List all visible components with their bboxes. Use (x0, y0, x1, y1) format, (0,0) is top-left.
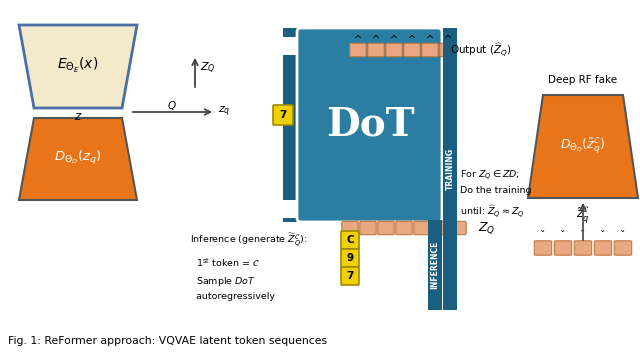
Polygon shape (528, 95, 638, 198)
Text: Deep RF fake: Deep RF fake (548, 75, 618, 85)
Text: $D_{\Theta_D}(\tilde{z}_q^{\mathcal{C}})$: $D_{\Theta_D}(\tilde{z}_q^{\mathcal{C}})… (561, 136, 605, 156)
Text: INFERENCE: INFERENCE (431, 241, 440, 289)
FancyBboxPatch shape (422, 43, 438, 57)
Text: 9: 9 (346, 253, 353, 263)
Text: ˇ: ˇ (580, 231, 586, 241)
Text: $Q$: $Q$ (167, 99, 177, 111)
Text: TRAINING: TRAINING (445, 148, 454, 190)
FancyBboxPatch shape (595, 241, 612, 255)
Text: $E_{\Theta_E}(x)$: $E_{\Theta_E}(x)$ (58, 56, 99, 74)
FancyBboxPatch shape (378, 221, 394, 235)
Text: Output ($\widehat{Z}_Q$): Output ($\widehat{Z}_Q$) (450, 41, 512, 59)
FancyBboxPatch shape (273, 105, 293, 125)
FancyBboxPatch shape (341, 231, 359, 249)
Text: ˇ: ˇ (620, 231, 626, 241)
Bar (283, 28, 301, 222)
FancyBboxPatch shape (341, 267, 359, 285)
Text: ˇ: ˇ (600, 231, 606, 241)
Text: Inference (generate $\widetilde{Z}^{\mathcal{C}}_Q$):
  1$^{\mathrm{st}}$ token : Inference (generate $\widetilde{Z}^{\mat… (190, 232, 308, 301)
FancyBboxPatch shape (396, 221, 412, 235)
Text: $z$: $z$ (74, 110, 82, 122)
FancyBboxPatch shape (350, 43, 366, 57)
FancyBboxPatch shape (450, 221, 466, 235)
FancyBboxPatch shape (614, 241, 632, 255)
Text: $z_q$: $z_q$ (218, 105, 230, 119)
FancyBboxPatch shape (554, 241, 572, 255)
Text: 7: 7 (279, 110, 287, 120)
FancyBboxPatch shape (283, 28, 442, 222)
Text: $D_{\Theta_D}(z_q)$: $D_{\Theta_D}(z_q)$ (54, 149, 102, 167)
FancyBboxPatch shape (360, 221, 376, 235)
FancyBboxPatch shape (368, 43, 384, 57)
Bar (428, 220, 442, 310)
Text: $\tilde{z}_q^{\mathcal{C}}$: $\tilde{z}_q^{\mathcal{C}}$ (577, 205, 589, 225)
FancyBboxPatch shape (386, 43, 402, 57)
Text: ^: ^ (372, 35, 380, 45)
FancyBboxPatch shape (404, 43, 420, 57)
FancyBboxPatch shape (341, 249, 359, 267)
Text: ^: ^ (390, 35, 398, 45)
FancyBboxPatch shape (297, 28, 442, 222)
FancyBboxPatch shape (440, 43, 456, 57)
Text: 7: 7 (346, 271, 354, 281)
Text: DoT: DoT (326, 106, 415, 144)
FancyBboxPatch shape (414, 221, 430, 235)
Polygon shape (19, 25, 137, 108)
Text: ^: ^ (426, 35, 434, 45)
Text: ˇ: ˇ (560, 231, 566, 241)
FancyBboxPatch shape (432, 221, 448, 235)
FancyBboxPatch shape (574, 241, 592, 255)
Bar (283, 200, 442, 218)
Polygon shape (19, 118, 137, 200)
Text: ^: ^ (408, 35, 416, 45)
Text: ˇ: ˇ (540, 231, 546, 241)
Text: For $Z_Q \in ZD$;
Do the training
until: $\widehat{Z}_Q \approx Z_Q$: For $Z_Q \in ZD$; Do the training until:… (460, 168, 531, 220)
Text: $Z_Q$: $Z_Q$ (478, 220, 495, 236)
Text: C: C (346, 235, 354, 245)
Text: ^: ^ (444, 35, 452, 45)
Text: ^: ^ (354, 35, 362, 45)
Text: Fig. 1: ReFormer approach: VQVAE latent token sequences: Fig. 1: ReFormer approach: VQVAE latent … (8, 336, 327, 346)
Bar (443, 28, 457, 310)
Bar (283, 37, 442, 55)
Text: $Z_Q$: $Z_Q$ (200, 61, 216, 75)
FancyBboxPatch shape (534, 241, 552, 255)
FancyBboxPatch shape (342, 221, 358, 235)
